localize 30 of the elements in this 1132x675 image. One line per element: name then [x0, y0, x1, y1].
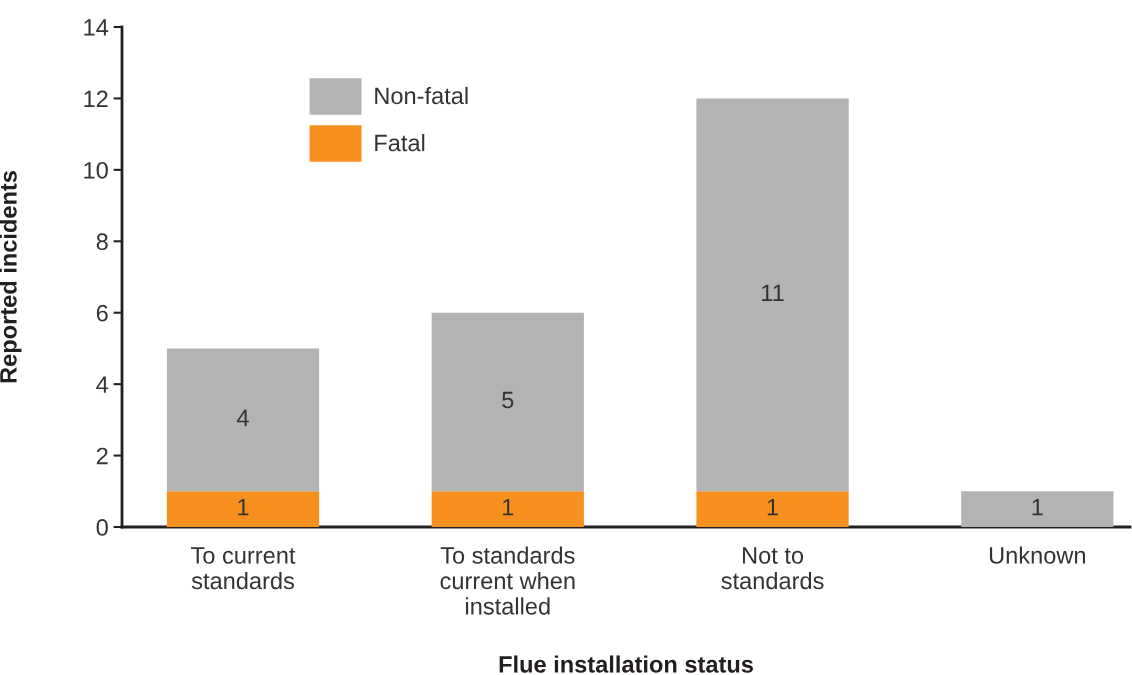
y-tick-label: 2: [96, 447, 108, 465]
bar: [166, 348, 320, 492]
x-tick-label: Unknown: [989, 546, 1086, 564]
y-tick-label: 12: [84, 90, 108, 107]
y-tick-label: 8: [96, 233, 108, 251]
bar: [166, 491, 320, 527]
y-tick-label: 14: [84, 19, 109, 36]
bar: [961, 491, 1114, 527]
data-label: 1: [767, 499, 778, 516]
data-label: 11: [762, 284, 784, 301]
bar: [431, 312, 584, 492]
bar: [431, 491, 584, 527]
data-label: 1: [238, 499, 249, 516]
legend-label: Non-fatal: [375, 86, 468, 105]
y-tick-label: 4: [96, 376, 109, 393]
x-tick-label: Not to standards: [721, 547, 824, 590]
data-label: 1: [1032, 499, 1043, 516]
data-label: 4: [236, 409, 249, 426]
bar: [696, 491, 849, 527]
data-label: 1: [503, 499, 514, 516]
y-axis-title: Reported incidents: [0, 171, 22, 383]
x-axis-title: Flue installation status: [499, 655, 753, 673]
legend-label: Fatal: [375, 133, 425, 152]
y-tick-label: 0: [96, 519, 108, 536]
x-tick-label: To standards current when installed: [440, 546, 575, 615]
bar: [696, 98, 849, 492]
x-tick-label: To current standards: [191, 547, 296, 590]
data-label: 5: [502, 391, 514, 409]
y-tick-label: 6: [96, 304, 108, 322]
y-tick-label: 10: [84, 161, 108, 179]
